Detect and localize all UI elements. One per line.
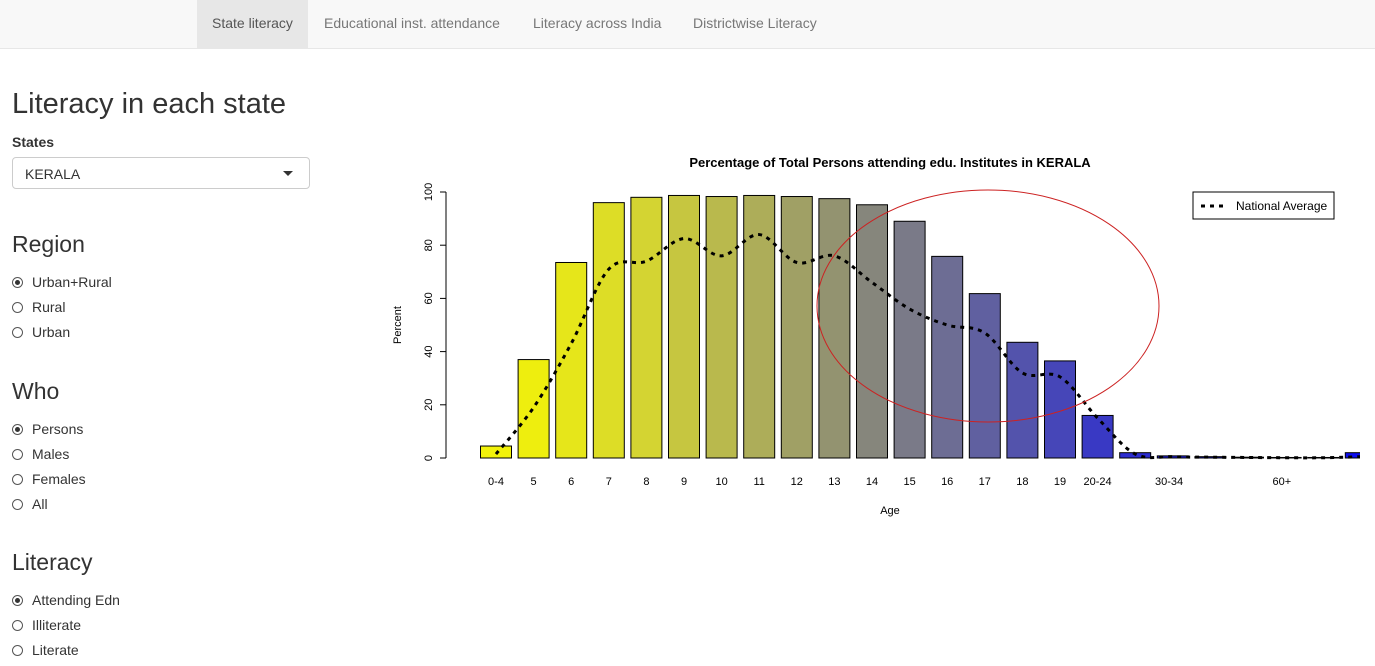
x-tick-label: 30-34 [1155,476,1183,488]
chart-title: Percentage of Total Persons attending ed… [689,155,1091,170]
states-label: States [12,134,55,150]
y-tick-label: 100 [423,183,435,201]
chevron-down-icon [283,171,293,176]
x-tick-label: 60+ [1273,476,1292,488]
radio-label: Males [32,446,70,462]
radio-unchecked-icon[interactable] [12,474,23,485]
radio-label: Illiterate [32,617,82,633]
chart-bar [630,196,663,459]
states-select[interactable]: KERALA [12,157,310,189]
radio-unchecked-icon[interactable] [12,499,23,510]
chart-bar [705,196,738,459]
radio-label: Rural [32,299,66,315]
chart-bar [592,202,625,459]
tab-districtwise-literacy[interactable]: Districtwise Literacy [693,15,817,31]
y-tick-label: 0 [423,455,435,461]
chart-bar [931,255,964,459]
y-axis-label: Percent [392,306,404,344]
x-tick-label: 5 [531,476,537,488]
y-tick-label: 20 [423,399,435,411]
chart-bar [780,196,813,459]
legend: National Average [1192,191,1335,220]
x-tick-label: 6 [568,476,574,488]
highlight-ellipse [816,189,1160,423]
x-tick-label: 18 [1016,476,1028,488]
tab-educational-inst-attendance[interactable]: Educational inst. attendance [324,15,500,31]
chart-bar [968,293,1001,459]
chart-bar [1344,452,1360,459]
x-tick-label: 14 [866,476,878,488]
radio-label: All [32,496,48,512]
y-tick-label: 60 [423,292,435,304]
chart-bar [856,204,888,459]
legend-label: National Average [1236,199,1328,213]
y-tick-label: 40 [423,345,435,357]
x-tick-label: 16 [941,476,953,488]
tab-literacy-across-india[interactable]: Literacy across India [533,15,662,31]
chart-bar [818,198,851,459]
y-tick-label: 80 [423,239,435,251]
x-tick-label: 9 [681,476,687,488]
x-tick-label: 12 [791,476,803,488]
national-average-line [494,233,1360,460]
radio-unchecked-icon[interactable] [12,449,23,460]
radio-label: Literate [32,642,79,658]
chart-bar [668,194,700,459]
x-tick-label: 7 [606,476,612,488]
tab-state-literacy[interactable]: State literacy [197,0,308,48]
x-tick-label: 19 [1054,476,1066,488]
x-tick-label: 20-24 [1084,476,1112,488]
chart-bar [1194,456,1227,459]
radio-checked-icon[interactable] [12,595,23,606]
x-tick-label: 8 [643,476,649,488]
chart-bar [517,359,550,459]
chart-bar [555,261,588,459]
radio-label: Females [32,471,86,487]
legend-box [1192,191,1335,220]
radio-label: Urban+Rural [32,274,112,290]
radio-unchecked-icon[interactable] [12,302,23,313]
radio-unchecked-icon[interactable] [12,620,23,631]
radio-unchecked-icon[interactable] [12,645,23,656]
attendance-chart: Percentage of Total Persons attending ed… [392,155,1360,517]
region-title: Region [12,231,85,257]
x-tick-label: 0-4 [488,476,504,488]
x-tick-label: 15 [903,476,915,488]
chart-bar [1081,414,1114,459]
x-tick-label: 11 [753,476,764,488]
literacy-title: Literacy [12,549,93,575]
radio-checked-icon[interactable] [12,424,23,435]
x-tick-label: 17 [979,476,991,488]
radio-checked-icon[interactable] [12,277,23,288]
radio-label: Persons [32,421,84,437]
states-selected-value: KERALA [25,166,81,182]
x-tick-label: 13 [828,476,840,488]
chart-bar [893,220,926,459]
radio-label: Urban [32,324,71,340]
who-title: Who [12,378,60,404]
x-tick-label: 10 [715,476,727,488]
chart-bar [1006,341,1039,459]
radio-label: Attending Edn [32,592,120,608]
page-title: Literacy in each state [12,88,287,120]
radio-unchecked-icon[interactable] [12,327,23,338]
x-axis-label: Age [880,505,900,517]
navbar: State literacy Educational inst. attenda… [0,0,1375,49]
